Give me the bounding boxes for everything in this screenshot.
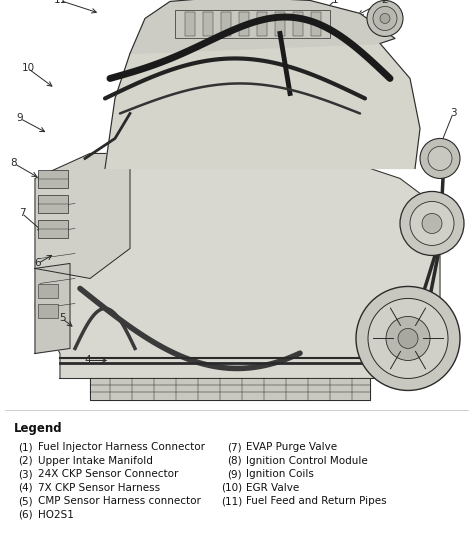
Bar [257, 12, 267, 36]
Text: 11: 11 [53, 0, 67, 5]
Text: 6: 6 [35, 259, 41, 268]
Polygon shape [35, 263, 70, 353]
Text: Ignition Control Module: Ignition Control Module [246, 456, 368, 466]
Polygon shape [35, 154, 130, 279]
Polygon shape [35, 154, 440, 379]
Circle shape [410, 201, 454, 246]
Text: (4): (4) [18, 483, 33, 493]
Bar [38, 170, 68, 188]
Text: CMP Sensor Harness connector: CMP Sensor Harness connector [38, 497, 201, 506]
Polygon shape [90, 379, 370, 400]
Polygon shape [105, 23, 420, 168]
Circle shape [386, 316, 430, 360]
Text: (1): (1) [18, 443, 33, 452]
Text: Ignition Coils: Ignition Coils [246, 470, 314, 479]
Text: 2: 2 [382, 0, 388, 5]
Text: 24X CKP Sensor Connector: 24X CKP Sensor Connector [38, 470, 178, 479]
Bar [38, 305, 58, 319]
Text: (11): (11) [221, 497, 242, 506]
Text: 10: 10 [21, 63, 35, 74]
Text: HO2S1: HO2S1 [38, 510, 74, 520]
Text: (5): (5) [18, 497, 33, 506]
Text: 3: 3 [450, 108, 456, 118]
Text: Fuel Injector Harness Connector: Fuel Injector Harness Connector [38, 443, 205, 452]
Text: (8): (8) [228, 456, 242, 466]
Text: (7): (7) [228, 443, 242, 452]
Bar [175, 10, 330, 38]
Text: (9): (9) [228, 470, 242, 479]
Bar [293, 12, 303, 36]
Bar [38, 285, 58, 299]
Bar [38, 195, 68, 214]
Bar [203, 12, 213, 36]
Text: (2): (2) [18, 456, 33, 466]
Circle shape [367, 1, 403, 36]
Text: (6): (6) [18, 510, 33, 520]
Bar [38, 220, 68, 239]
Text: EGR Valve: EGR Valve [246, 483, 299, 493]
Circle shape [420, 138, 460, 179]
Text: 9: 9 [17, 114, 23, 123]
Bar [221, 12, 231, 36]
Circle shape [368, 299, 448, 379]
Text: 7: 7 [19, 208, 26, 219]
Text: Fuel Feed and Return Pipes: Fuel Feed and Return Pipes [246, 497, 386, 506]
Circle shape [400, 192, 464, 255]
Text: Upper Intake Manifold: Upper Intake Manifold [38, 456, 153, 466]
Text: 5: 5 [59, 313, 65, 324]
Bar [185, 12, 195, 36]
Bar [311, 12, 321, 36]
Circle shape [398, 328, 418, 348]
Circle shape [373, 6, 397, 30]
Text: Legend: Legend [14, 423, 62, 436]
Text: 1: 1 [332, 0, 338, 5]
Circle shape [428, 147, 452, 170]
Text: 7X CKP Sensor Harness: 7X CKP Sensor Harness [38, 483, 160, 493]
Text: EVAP Purge Valve: EVAP Purge Valve [246, 443, 337, 452]
Polygon shape [130, 0, 395, 54]
Text: (3): (3) [18, 470, 33, 479]
Text: (10): (10) [221, 483, 242, 493]
Circle shape [422, 214, 442, 234]
Bar [275, 12, 285, 36]
Bar [239, 12, 249, 36]
Circle shape [356, 286, 460, 391]
Text: 8: 8 [11, 159, 18, 168]
Circle shape [380, 14, 390, 23]
Text: 4: 4 [85, 355, 91, 366]
